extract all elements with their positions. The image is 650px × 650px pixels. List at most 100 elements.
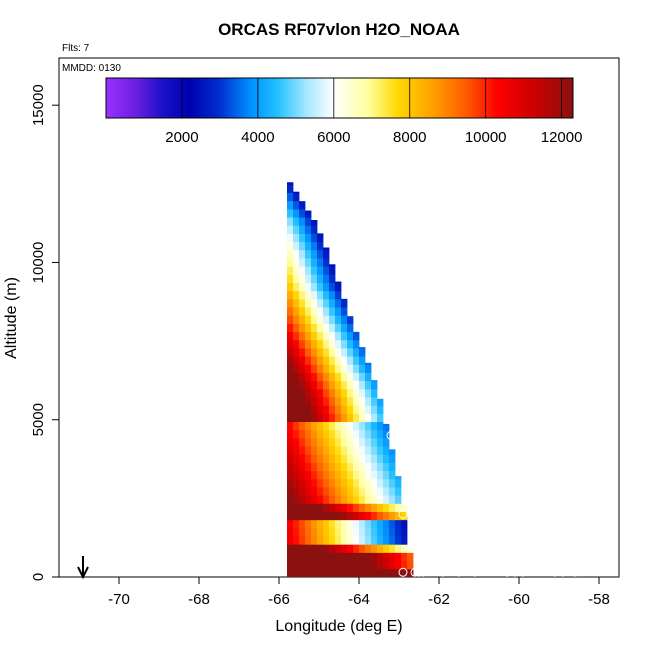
field-cell (383, 454, 390, 463)
field-cell (287, 380, 294, 390)
field-cell (317, 405, 324, 414)
field-cell (365, 552, 372, 562)
field-cell (305, 552, 312, 562)
field-cell (353, 446, 360, 455)
field-cell (287, 348, 294, 357)
field-cell (395, 560, 402, 570)
field-cell (383, 487, 390, 496)
field-cell (329, 462, 336, 472)
field-cell (293, 454, 300, 463)
field-cell (317, 364, 324, 373)
field-cell (299, 372, 306, 382)
field-cell (305, 356, 312, 365)
field-cell (299, 364, 306, 373)
field-cell (359, 568, 366, 577)
field-cell (347, 397, 354, 406)
field-cell (305, 266, 312, 275)
field-cell (293, 560, 300, 570)
field-cell (347, 380, 354, 390)
field-cell (293, 348, 300, 357)
field-cell (293, 191, 300, 194)
field-cell (341, 503, 348, 512)
field-cell (389, 487, 396, 496)
field-cell (317, 380, 324, 390)
field-cell (293, 527, 300, 537)
y-axis-label: Altitude (m) (3, 277, 20, 359)
field-cell (287, 364, 294, 373)
field-cell (299, 274, 306, 283)
field-cell (311, 241, 318, 251)
field-cell (359, 454, 366, 463)
field-cell (317, 560, 324, 570)
field-cell (365, 503, 372, 512)
field-cell (329, 307, 336, 316)
field-cell (347, 470, 354, 480)
field-cell (305, 210, 312, 218)
field-cell (329, 264, 336, 267)
field-cell (311, 560, 318, 570)
field-cell (287, 307, 294, 316)
x-tick-label: -66 (268, 591, 290, 608)
field-cell (323, 274, 330, 283)
field-cell (305, 290, 312, 300)
sample-point (338, 245, 348, 255)
field-cell (311, 282, 318, 292)
field-cell (359, 552, 366, 562)
field-cell (329, 266, 336, 275)
field-cell (389, 470, 396, 480)
field-cell (341, 364, 348, 373)
sample-point (498, 305, 508, 315)
y-tick-label: 10000 (30, 242, 47, 284)
field-cell (305, 258, 312, 267)
field-cell (293, 200, 300, 210)
field-cell (353, 478, 360, 488)
field-cell (311, 462, 318, 472)
field-cell (353, 348, 360, 357)
field-cell (395, 476, 402, 480)
field-cell (335, 364, 342, 373)
field-cell (317, 323, 324, 333)
field-cell (299, 249, 306, 259)
field-cell (341, 544, 348, 553)
field-cell (377, 398, 384, 406)
field-cell (299, 437, 306, 447)
sample-point (430, 506, 440, 516)
field-cell (305, 315, 312, 324)
field-cell (305, 478, 312, 488)
field-cell (347, 388, 354, 398)
field-cell (287, 184, 294, 194)
field-cell (287, 266, 294, 275)
field-cell (305, 217, 312, 226)
field-cell (371, 421, 378, 431)
field-cell (323, 331, 330, 341)
field-cell (317, 298, 324, 308)
field-cell (311, 413, 318, 423)
field-cell (335, 372, 342, 382)
field-cell (287, 446, 294, 455)
field-cell (287, 200, 294, 210)
field-cell (311, 405, 318, 414)
field-cell (341, 339, 348, 349)
sample-point (558, 567, 568, 577)
field-cell (395, 503, 402, 512)
field-cell (317, 290, 324, 300)
sample-point (478, 393, 488, 403)
field-cell (317, 397, 324, 406)
field-cell (311, 495, 318, 504)
field-cell (293, 192, 300, 202)
field-cell (335, 495, 342, 504)
field-cell (341, 405, 348, 414)
flights-note: Flts: 7 (62, 43, 90, 54)
field-cell (389, 462, 396, 472)
field-cell (389, 503, 396, 512)
field-cell (353, 568, 360, 577)
sample-point (370, 336, 380, 346)
field-cell (287, 478, 294, 488)
field-cell (335, 511, 342, 521)
field-cell (287, 429, 294, 439)
field-cell (365, 511, 372, 521)
field-cell (299, 331, 306, 341)
x-tick-label: -62 (428, 591, 450, 608)
field-cell (329, 282, 336, 292)
